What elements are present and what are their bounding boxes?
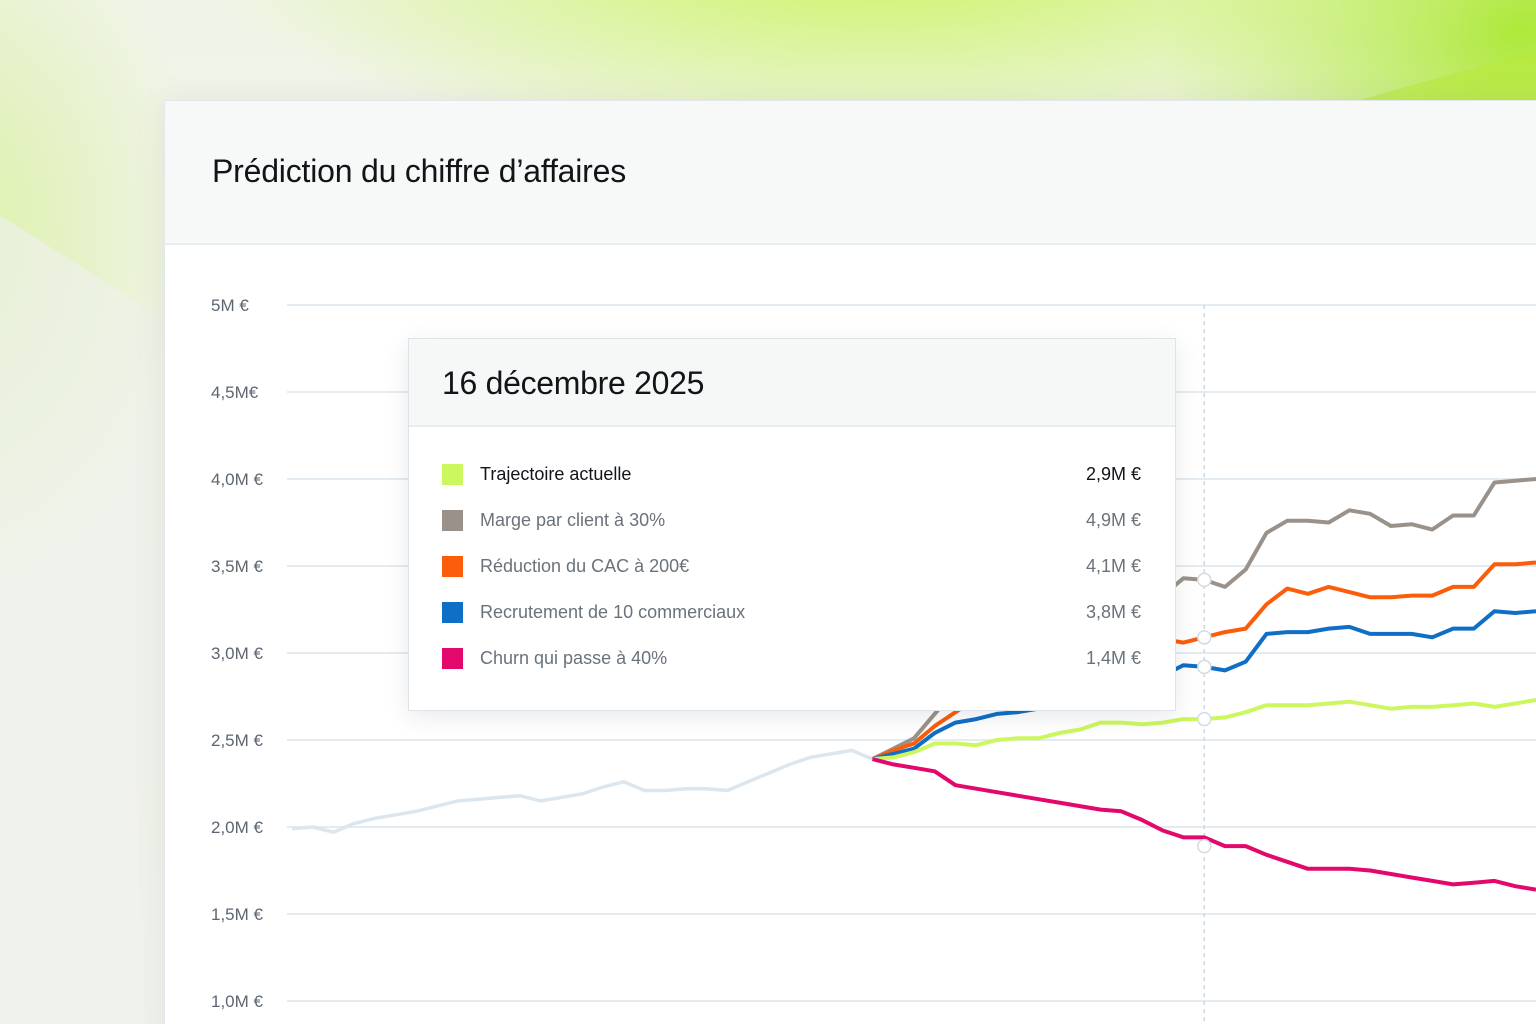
legend-swatch [442,648,463,669]
y-tick-label: 3,0M € [211,644,264,663]
legend-label: Churn qui passe à 40% [480,648,668,668]
legend-value: 4,1M € [1085,556,1141,576]
hover-point [1197,711,1212,727]
y-tick-label: 4,0M € [211,470,264,489]
hover-point [1197,630,1212,645]
tooltip-row: Recrutement de 10 commerciaux 3,8M € [442,590,1141,636]
legend-label: Trajectoire actuelle [480,464,632,484]
tooltip-header: 16 décembre 2025 [409,339,1175,427]
legend-label: Réduction du CAC à 200€ [480,556,690,576]
tooltip-date: 16 décembre 2025 [442,365,705,401]
legend-value: 1,4M € [1085,648,1141,668]
y-tick-label: 1,0M € [211,992,264,1011]
tooltip-row: Trajectoire actuelle 2,9M € [442,452,1141,498]
hover-point [1197,572,1212,588]
legend-swatch [442,602,463,623]
legend-swatch [442,464,463,485]
tooltip-row: Churn qui passe à 40% 1,4M € [442,636,1141,682]
hover-point [1197,659,1212,675]
legend-swatch [442,510,463,531]
chart-tooltip: 16 décembre 2025 Trajectoire actuelle 2,9… [408,338,1176,711]
y-tick-label: 5M € [211,296,249,315]
legend-label: Recrutement de 10 commerciaux [480,602,746,622]
tooltip-row: Réduction du CAC à 200€ 4,1M € [442,544,1141,590]
y-axis: 5M € 4,5M€ 4,0M € 3,5M € 3,0M € 2,5M € 2,0M € 1… [211,296,264,1011]
y-tick-label: 4,5M€ [211,383,259,402]
marker-layer [1197,572,1212,854]
page-title: Prédiction du chiffre d’affaires [212,153,626,189]
y-tick-label: 2,0M € [211,818,264,837]
y-tick-label: 1,5M € [211,905,264,924]
hover-point [1197,838,1212,854]
legend-swatch [442,556,463,577]
y-tick-label: 2,5M € [211,731,264,750]
legend-value: 3,8M € [1085,602,1141,622]
tooltip-legend: Trajectoire actuelle 2,9M € Marge par clie… [442,452,1141,682]
series-line-history [291,748,874,834]
legend-value: 2,9M € [1085,464,1141,484]
legend-label: Marge par client à 30% [480,510,666,530]
tooltip-row: Marge par client à 30% 4,9M € [442,498,1141,544]
card-header: Prédiction du chiffre d’affaires [165,101,1536,245]
y-tick-label: 3,5M € [211,557,264,576]
series-line [872,757,1536,892]
legend-value: 4,9M € [1085,510,1141,530]
